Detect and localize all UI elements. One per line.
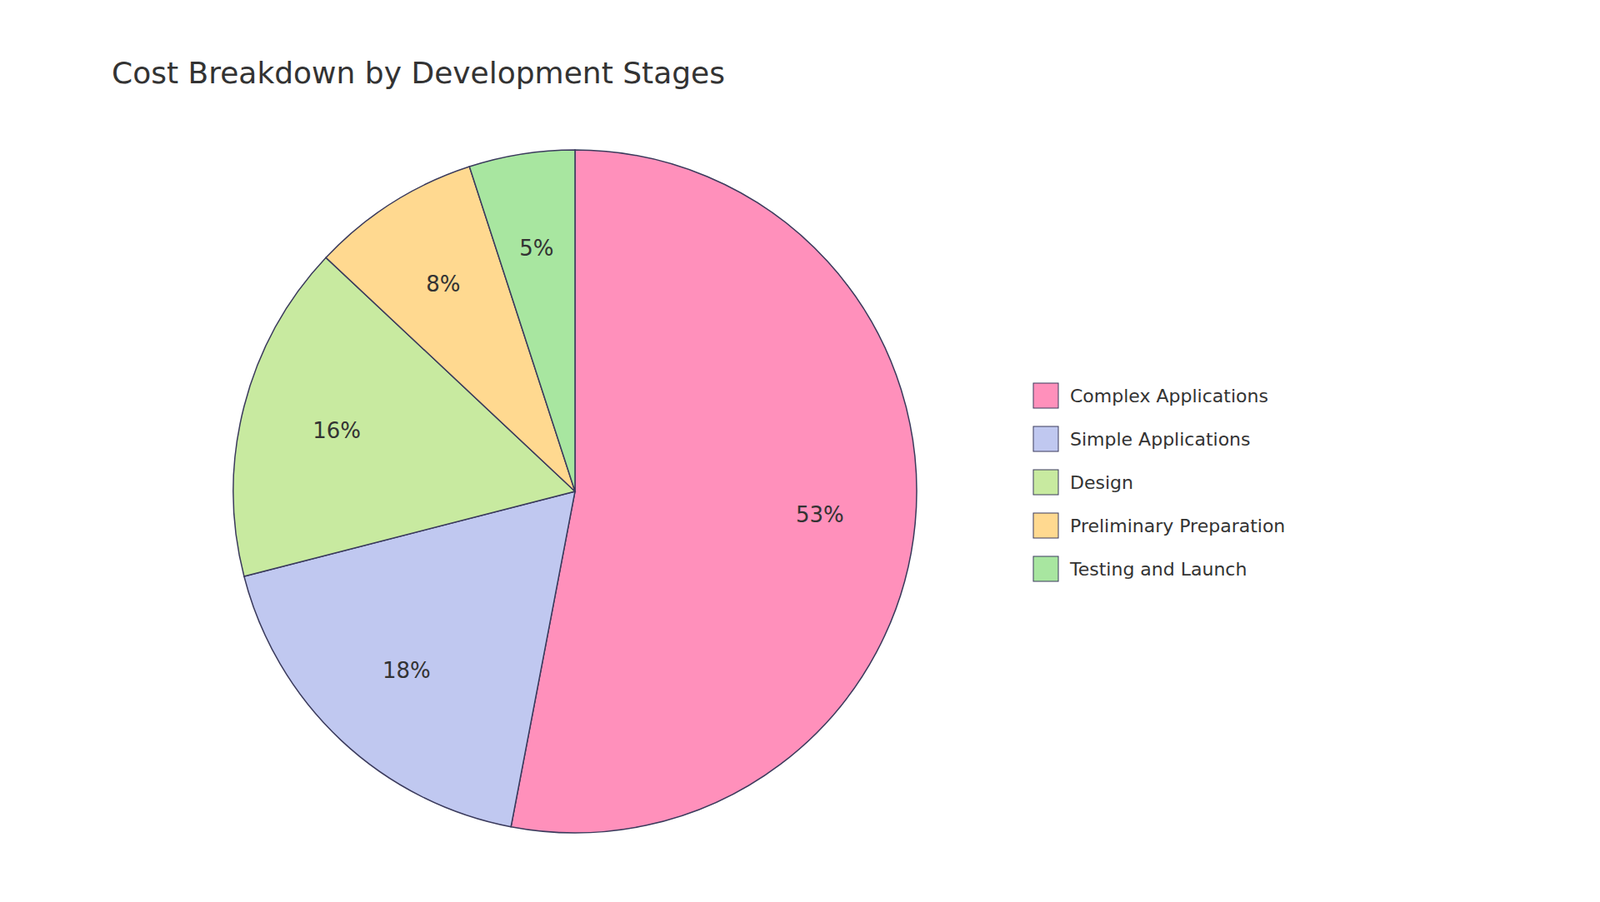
legend-swatch [1033, 426, 1059, 452]
title: Cost Breakdown by Development Stages [111, 55, 725, 90]
data-label: 16% [312, 418, 361, 444]
legend-item: Design [1033, 470, 1134, 495]
legend-item: Preliminary Preparation [1033, 513, 1285, 539]
legend-swatch [1033, 513, 1059, 539]
data-label: 53% [795, 502, 845, 528]
legend-label: Design [1070, 472, 1134, 494]
data-label: 18% [382, 658, 431, 684]
legend-item: Testing and Launch [1033, 556, 1247, 582]
legend-swatch [1033, 470, 1059, 495]
chart: Cost Breakdown by Development Stages 53% 1… [0, 0, 1600, 902]
data-labels: 53% 18% 16% 8% 5% [312, 235, 845, 684]
data-label: 5% [519, 235, 554, 261]
legend-item: Complex Applications [1033, 383, 1269, 409]
pie [233, 150, 917, 834]
legend-swatch [1033, 556, 1059, 582]
legend-item: Simple Applications [1033, 426, 1251, 452]
legend: Complex Applications Simple Applications D… [1033, 383, 1285, 582]
pie-slice [469, 150, 575, 492]
legend-label: Complex Applications [1070, 385, 1269, 407]
legend-swatch [1033, 383, 1059, 409]
legend-label: Testing and Launch [1069, 559, 1247, 580]
legend-label: Simple Applications [1070, 429, 1251, 450]
legend-label: Preliminary Preparation [1070, 515, 1285, 537]
data-label: 8% [425, 271, 460, 297]
